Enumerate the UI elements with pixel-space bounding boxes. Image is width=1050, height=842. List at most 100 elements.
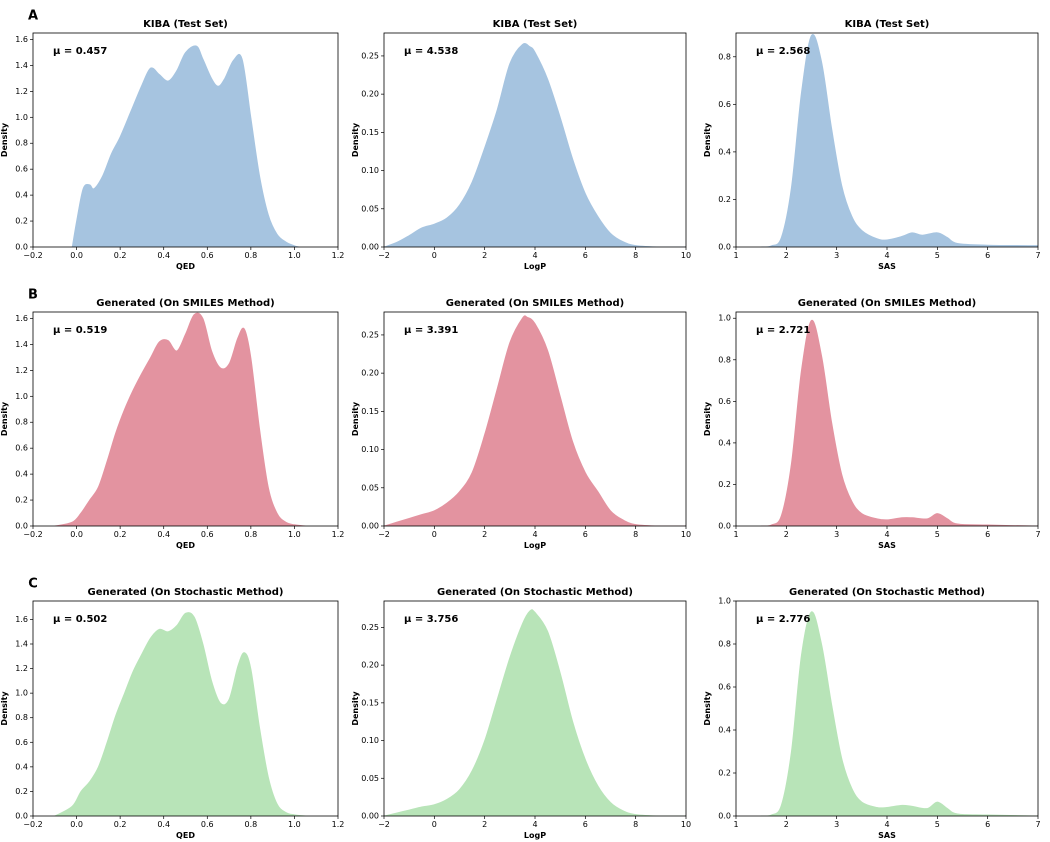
y-tick-label: 1.2 [15,366,28,375]
x-axis-label: SAS [878,541,896,550]
x-tick-label: −0.2 [23,530,42,539]
x-tick-label: 0 [432,820,437,829]
mean-annotation: μ = 0.502 [53,614,107,625]
x-tick-label: 0.2 [114,530,127,539]
y-tick-label: 0.15 [361,698,379,707]
x-tick-label: 4 [532,251,537,260]
y-tick-label: 0.2 [718,769,731,778]
x-tick-label: 4 [532,820,537,829]
x-tick-label: 2 [784,251,789,260]
y-tick-label: 1.2 [15,87,28,96]
panel-2: 1 2 3 4 5 6 7 0.0 0.2 0.4 0.6 0.8 KIBA (Test Set) SAS… [703,19,1041,271]
y-axis-label: Density [0,691,9,726]
x-tick-label: 1.2 [332,820,345,829]
y-tick-label: 0.25 [361,330,379,339]
panel-1: −2 0 2 4 6 8 10 0.00 0.05 0.10 0.15 0.20 0.25 KIBA (T… [351,19,691,271]
x-tick-label: 10 [681,530,691,539]
x-tick-label: 0.4 [157,820,170,829]
y-tick-label: 0.4 [15,191,28,200]
x-tick-label: 0 [432,251,437,260]
y-axis-label: Density [351,122,360,157]
y-tick-label: 0.2 [718,195,731,204]
y-tick-label: 0.8 [718,640,731,649]
panel-5: 1 2 3 4 5 6 7 0.0 0.2 0.4 0.6 0.8 1.0 Generated (On S… [703,298,1041,550]
x-tick-label: 4 [532,530,537,539]
x-tick-label: 10 [681,820,691,829]
x-axis-label: QED [176,541,195,550]
y-tick-label: 0.20 [361,90,379,99]
x-tick-label: 2 [784,530,789,539]
y-tick-label: 1.4 [15,340,28,349]
x-tick-label: 0.0 [70,820,83,829]
x-tick-label: 5 [935,251,940,260]
y-tick-label: 1.0 [15,392,28,401]
mean-annotation: μ = 2.721 [756,325,810,336]
axes-frame [735,32,1039,248]
y-tick-label: 0.20 [361,661,379,670]
x-tick-label: 1.0 [288,251,301,260]
y-tick-label: 1.4 [15,640,28,649]
panel-4: −2 0 2 4 6 8 10 0.00 0.05 0.10 0.15 0.20 0.25 Generat… [351,298,691,550]
y-tick-label: 1.0 [15,113,28,122]
y-tick-label: 0.8 [718,52,731,61]
x-tick-label: 3 [834,530,839,539]
x-tick-label: −2 [378,820,390,829]
mean-annotation: μ = 4.538 [404,46,458,57]
panel-title: KIBA (Test Set) [143,19,228,30]
x-tick-label: 4 [884,251,889,260]
row-label-b: B [28,288,38,303]
x-tick-label: 0.0 [70,251,83,260]
density-area [54,312,306,526]
mean-annotation: μ = 0.519 [53,325,107,336]
panel-title: KIBA (Test Set) [845,19,930,30]
x-tick-label: 1.2 [332,530,345,539]
y-tick-label: 0.4 [15,762,28,771]
y-tick-label: 0.10 [361,736,379,745]
axes-frame [735,600,1039,817]
y-tick-label: 0.00 [361,812,379,821]
y-tick-label: 1.4 [15,61,28,70]
y-tick-label: 0.20 [361,369,379,378]
y-tick-label: 1.0 [15,689,28,698]
y-tick-label: 0.00 [361,522,379,531]
y-tick-label: 0.05 [361,204,379,213]
x-tick-label: 6 [985,820,990,829]
x-tick-label: 0.6 [201,530,214,539]
y-tick-label: 0.8 [15,418,28,427]
x-tick-label: 6 [583,251,588,260]
x-tick-label: 6 [583,820,588,829]
x-tick-label: −2 [378,530,390,539]
x-tick-label: 0.6 [201,251,214,260]
x-axis-label: LogP [524,541,546,550]
panel-7: −2 0 2 4 6 8 10 0.00 0.05 0.10 0.15 0.20 0.25 Generat… [351,587,691,840]
y-tick-label: 0.0 [15,522,28,531]
y-tick-label: 0.6 [15,738,28,747]
y-tick-label: 0.00 [361,243,379,252]
x-tick-label: −0.2 [23,820,42,829]
density-area [384,609,686,816]
y-tick-label: 0.10 [361,166,379,175]
y-tick-label: 0.25 [361,51,379,60]
mean-annotation: μ = 2.776 [756,614,810,625]
x-tick-label: 7 [1035,530,1040,539]
y-tick-label: 0.8 [718,355,731,364]
y-tick-label: 0.10 [361,445,379,454]
x-tick-label: 3 [834,251,839,260]
x-tick-label: 0.8 [244,251,257,260]
panel-title: KIBA (Test Set) [493,19,578,30]
panel-3: −0.2 0.0 0.2 0.4 0.6 0.8 1.0 1.20.00.20.40.60.8… [0,298,344,550]
y-tick-label: 0.0 [718,812,731,821]
y-axis-label: Density [351,691,360,726]
axes-frame [32,32,339,248]
x-tick-label: 6 [985,530,990,539]
density-area [384,315,686,526]
x-tick-label: 2 [482,251,487,260]
y-tick-label: 1.6 [15,615,28,624]
density-area [761,611,1038,816]
y-tick-label: 0.0 [718,243,731,252]
x-tick-label: −0.2 [23,251,42,260]
x-tick-label: 0 [432,530,437,539]
axes-frame [735,311,1039,527]
x-tick-label: 0.4 [157,251,170,260]
